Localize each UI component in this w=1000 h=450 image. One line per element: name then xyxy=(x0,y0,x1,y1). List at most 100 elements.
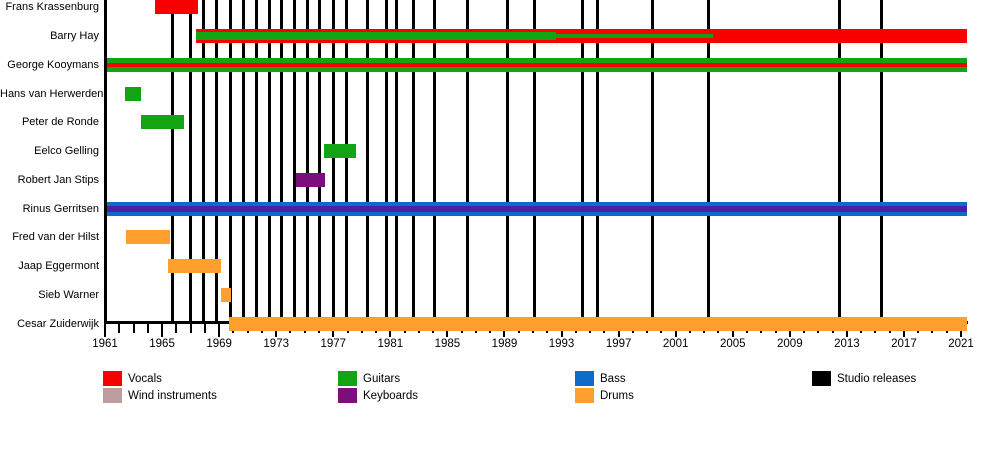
member-label: Robert Jan Stips xyxy=(17,173,99,186)
member-label: Peter de Ronde xyxy=(21,116,99,129)
member-bar xyxy=(140,115,185,130)
legend-swatch-vocals xyxy=(103,371,122,386)
bar-stripe-bass xyxy=(105,211,967,216)
legend-item: Wind instruments xyxy=(103,388,323,403)
studio-release-line xyxy=(189,0,193,324)
studio-release-line xyxy=(229,0,233,324)
studio-release-line xyxy=(293,0,297,324)
legend-label: Studio releases xyxy=(837,373,917,385)
member-bar xyxy=(296,172,325,187)
bar-stripe-guitars xyxy=(105,66,967,72)
member-label: Rinus Gerritsen xyxy=(22,202,99,215)
member-label: Frans Krassenburg xyxy=(5,1,99,14)
studio-release-line xyxy=(215,0,219,324)
member-bar xyxy=(124,86,141,101)
axis-year-label: 1977 xyxy=(320,338,347,350)
legend-item: Keyboards xyxy=(338,388,558,403)
member-bar xyxy=(712,29,967,44)
bar-stripe-vocals xyxy=(555,29,713,35)
member-bar xyxy=(167,259,221,274)
member-label: Jaap Eggermont xyxy=(18,260,99,273)
bar-stripe-guitars xyxy=(196,32,556,41)
legend-label: Keyboards xyxy=(363,390,418,402)
legend-swatch-guitars xyxy=(338,371,357,386)
studio-release-line xyxy=(306,0,310,324)
member-bar xyxy=(105,57,967,72)
legend-item: Vocals xyxy=(103,371,323,386)
member-bar xyxy=(555,29,713,44)
axis-year-label: 1993 xyxy=(548,338,575,350)
axis-year-label: 1965 xyxy=(149,338,175,350)
axis-year-label: 2005 xyxy=(719,338,746,350)
bar-stripe-bass xyxy=(105,201,967,206)
member-label: George Kooymans xyxy=(7,58,99,71)
member-label: Cesar Zuiderwijk xyxy=(17,317,99,330)
bar-stripe-vocals xyxy=(196,40,556,44)
legend-label: Vocals xyxy=(128,373,162,385)
axis-year-label: 2013 xyxy=(834,338,860,350)
axis-year-label: 2009 xyxy=(777,338,803,350)
axis-tick-major xyxy=(218,324,221,337)
legend-swatch-bass xyxy=(575,371,594,386)
bar-stripe-guitars xyxy=(555,34,713,39)
legend-item: Guitars xyxy=(338,371,558,386)
bar-stripe-vocals xyxy=(154,0,198,15)
member-bar xyxy=(154,0,198,15)
member-bar xyxy=(105,201,967,216)
member-label: Sieb Warner xyxy=(38,289,99,301)
studio-release-line xyxy=(344,0,348,324)
studio-release-line xyxy=(532,0,536,324)
member-bar xyxy=(323,144,357,159)
axis-year-label: 1961 xyxy=(92,338,118,350)
bar-stripe-drums xyxy=(167,259,221,274)
studio-release-line xyxy=(581,0,585,324)
axis-tick-minor xyxy=(132,324,135,333)
axis-tick-major xyxy=(161,324,164,337)
axis-tick-minor xyxy=(175,324,178,333)
legend-item: Bass xyxy=(575,371,795,386)
studio-release-line xyxy=(267,0,271,324)
axis-tick-minor xyxy=(203,324,206,333)
legend-label: Drums xyxy=(600,390,634,402)
bar-stripe-guitars xyxy=(105,57,967,63)
axis-year-label: 2017 xyxy=(891,338,917,350)
studio-release-line xyxy=(241,0,245,324)
studio-release-line xyxy=(394,0,398,324)
studio-release-line xyxy=(838,0,842,324)
axis-year-label: 1985 xyxy=(434,338,461,350)
studio-release-line xyxy=(433,0,437,324)
member-label: Fred van der Hilst xyxy=(12,231,99,244)
studio-release-line xyxy=(651,0,655,324)
member-label: Barry Hay xyxy=(50,30,99,43)
bar-stripe-vocals xyxy=(196,29,556,33)
axis-year-label: 1997 xyxy=(605,338,632,350)
bar-stripe-keyboards xyxy=(296,172,325,187)
legend-swatch-drums xyxy=(575,388,594,403)
studio-release-line xyxy=(879,0,883,324)
y-axis-line xyxy=(104,0,107,324)
bar-stripe-bass_keyboards xyxy=(105,205,967,212)
studio-release-line xyxy=(280,0,284,324)
bar-stripe-drums xyxy=(126,230,170,245)
studio-release-line xyxy=(170,0,174,324)
bar-stripe-vocals xyxy=(555,38,713,44)
legend-swatch-studio xyxy=(812,371,831,386)
axis-tick-minor xyxy=(189,324,192,333)
legend-label: Guitars xyxy=(363,373,401,385)
bar-stripe-guitars xyxy=(124,86,141,101)
member-bar xyxy=(126,230,170,245)
axis-year-label: 2021 xyxy=(948,338,974,350)
studio-release-line xyxy=(254,0,258,324)
studio-release-line xyxy=(317,0,321,324)
bar-stripe-guitars xyxy=(323,144,357,159)
axis-tick-minor xyxy=(118,324,121,333)
axis-year-label: 1981 xyxy=(377,338,404,350)
bar-stripe-drums xyxy=(220,288,231,302)
studio-release-line xyxy=(384,0,388,324)
bar-stripe-drums xyxy=(229,316,967,331)
member-bar xyxy=(196,29,556,44)
studio-release-line xyxy=(366,0,369,324)
studio-release-line xyxy=(201,0,205,324)
legend-item: Studio releases xyxy=(812,371,1000,386)
bar-stripe-vocals xyxy=(105,62,967,67)
